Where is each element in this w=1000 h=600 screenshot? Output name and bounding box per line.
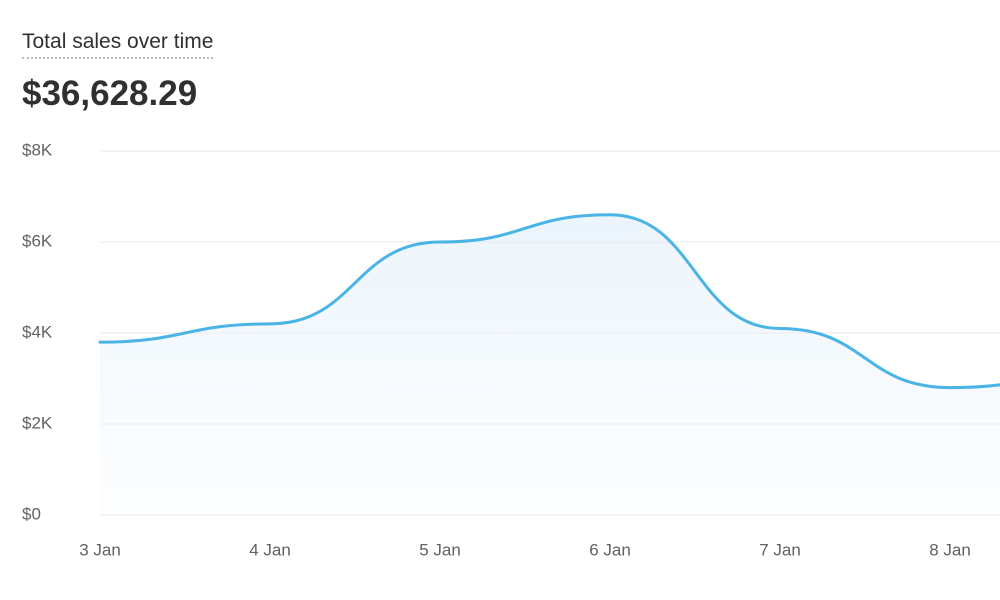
x-tick-label: 5 Jan <box>419 540 461 559</box>
y-tick-label: $6K <box>22 231 53 250</box>
line-area <box>100 214 1000 515</box>
x-tick-label: 6 Jan <box>589 540 631 559</box>
y-tick-label: $4K <box>22 322 53 341</box>
y-tick-label: $8K <box>22 140 53 159</box>
x-tick-label: 7 Jan <box>759 540 801 559</box>
x-tick-label: 4 Jan <box>249 540 291 559</box>
x-tick-label: 3 Jan <box>79 540 121 559</box>
y-tick-label: $2K <box>22 413 53 432</box>
x-tick-label: 8 Jan <box>929 540 971 559</box>
total-value: $36,628.29 <box>22 74 198 113</box>
y-tick-label: $0 <box>22 504 41 523</box>
line-series <box>98 213 1000 390</box>
chart-title: Total sales over time <box>22 30 214 59</box>
plot-area <box>98 213 1000 515</box>
